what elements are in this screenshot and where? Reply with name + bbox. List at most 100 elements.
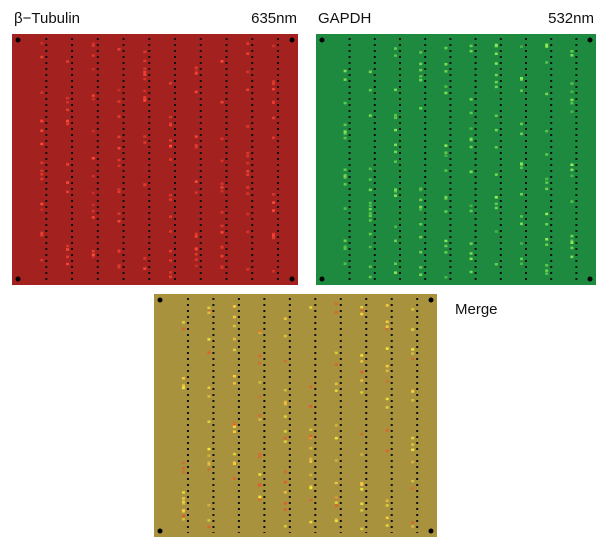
spot bbox=[246, 192, 249, 195]
spot bbox=[207, 468, 210, 471]
spot bbox=[369, 265, 372, 268]
spot bbox=[444, 245, 447, 248]
spot bbox=[309, 386, 312, 389]
spot bbox=[221, 190, 224, 193]
spot bbox=[520, 45, 523, 48]
spot bbox=[258, 362, 261, 365]
spot bbox=[258, 381, 261, 384]
spot bbox=[118, 188, 121, 191]
spot bbox=[182, 467, 185, 470]
spot bbox=[444, 169, 447, 172]
spot bbox=[335, 363, 338, 366]
spot bbox=[118, 220, 121, 223]
spot bbox=[118, 159, 121, 162]
spot bbox=[40, 170, 43, 173]
spot bbox=[545, 223, 548, 226]
spot bbox=[66, 263, 69, 266]
spot bbox=[444, 210, 447, 213]
spot bbox=[419, 266, 422, 269]
spot bbox=[309, 428, 312, 431]
spot bbox=[360, 484, 363, 487]
spot bbox=[221, 246, 224, 249]
spot bbox=[411, 480, 414, 483]
spot bbox=[258, 418, 261, 421]
spot bbox=[207, 519, 210, 522]
spot bbox=[360, 509, 363, 512]
spot bbox=[258, 456, 261, 459]
spot bbox=[40, 234, 43, 237]
spot bbox=[207, 420, 210, 423]
spot bbox=[335, 389, 338, 392]
spot bbox=[233, 430, 236, 433]
spot bbox=[66, 60, 69, 63]
spot bbox=[470, 45, 473, 48]
spot bbox=[309, 458, 312, 461]
spot bbox=[309, 521, 312, 524]
spot bbox=[419, 187, 422, 190]
spot bbox=[246, 89, 249, 92]
spot bbox=[360, 488, 363, 491]
spot bbox=[411, 521, 414, 524]
spot bbox=[195, 253, 198, 256]
spot bbox=[360, 391, 363, 394]
corner-marker bbox=[588, 277, 593, 282]
spot bbox=[394, 144, 397, 147]
spot bbox=[386, 429, 389, 432]
spot bbox=[520, 258, 523, 261]
spot bbox=[369, 246, 372, 249]
spot bbox=[411, 352, 414, 355]
spot bbox=[520, 167, 523, 170]
spot bbox=[284, 437, 287, 440]
spot bbox=[182, 509, 185, 512]
spot bbox=[344, 248, 347, 251]
spot bbox=[470, 146, 473, 149]
spot bbox=[360, 309, 363, 312]
spot bbox=[143, 90, 146, 93]
spot bbox=[495, 146, 498, 149]
spot bbox=[169, 259, 172, 262]
spot bbox=[520, 215, 523, 218]
spot bbox=[284, 491, 287, 494]
spot bbox=[344, 176, 347, 179]
spot bbox=[182, 384, 185, 387]
spot bbox=[118, 89, 121, 92]
spot bbox=[92, 192, 95, 195]
spot bbox=[272, 83, 275, 86]
spot bbox=[470, 210, 473, 213]
spot bbox=[369, 219, 372, 222]
corner-marker bbox=[588, 38, 593, 43]
spot bbox=[495, 173, 498, 176]
spot bbox=[233, 477, 236, 480]
spot bbox=[66, 245, 69, 248]
spot bbox=[309, 437, 312, 440]
spot bbox=[545, 269, 548, 272]
spot bbox=[233, 453, 236, 456]
spot bbox=[246, 52, 249, 55]
spot bbox=[143, 78, 146, 81]
spot bbox=[66, 191, 69, 194]
spot bbox=[495, 86, 498, 89]
spot bbox=[570, 175, 573, 178]
spot bbox=[344, 207, 347, 210]
spot bbox=[470, 50, 473, 53]
spot bbox=[411, 308, 414, 311]
spot bbox=[92, 254, 95, 257]
spot bbox=[272, 201, 275, 204]
image-background bbox=[12, 34, 298, 285]
spot bbox=[207, 351, 210, 354]
spot bbox=[195, 191, 198, 194]
spot bbox=[309, 306, 312, 309]
spot bbox=[394, 271, 397, 274]
spot bbox=[66, 181, 69, 184]
spot bbox=[335, 437, 338, 440]
array-image bbox=[12, 34, 298, 285]
spot bbox=[419, 79, 422, 82]
spot bbox=[520, 193, 523, 196]
spot bbox=[207, 504, 210, 507]
spot bbox=[92, 130, 95, 133]
spot bbox=[272, 270, 275, 273]
spot bbox=[40, 178, 43, 181]
spot bbox=[118, 147, 121, 150]
spot bbox=[258, 414, 261, 417]
spot bbox=[369, 212, 372, 215]
